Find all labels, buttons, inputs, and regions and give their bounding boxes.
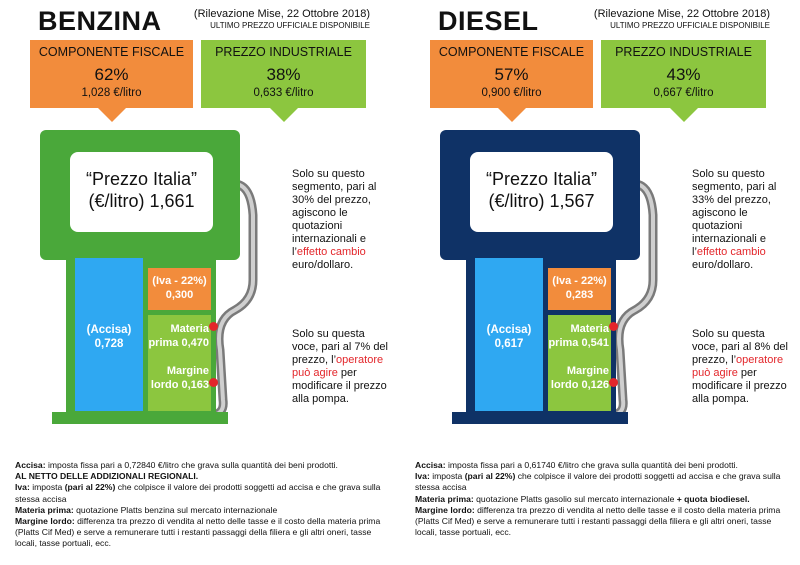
margine-lordo-segment: Margine lordo 0,126 [548, 364, 611, 392]
margine-label: Margine [166, 365, 209, 377]
pointer-dot [609, 378, 618, 387]
materia-label: Materia [170, 323, 209, 335]
materia-prima-segment: Materia prima 0,470 [148, 322, 211, 350]
fiscal-eur: 1,028 €/litro [81, 87, 142, 99]
iva-label: (Iva - 22%) [152, 275, 207, 287]
benzina-title: BENZINA [38, 6, 162, 36]
price-display-title: “Prezzo Italia” [485, 169, 598, 189]
accisa-segment: (Accisa) 0,728 [75, 258, 143, 411]
accisa-value: 0,617 [494, 338, 524, 350]
fiscal-pct: 62% [94, 65, 129, 84]
accisa-value: 0,728 [94, 338, 124, 350]
iva-segment: (Iva - 22%) 0,283 [548, 268, 611, 310]
accisa-label: (Accisa) [86, 324, 132, 336]
pump-base [52, 412, 228, 424]
price-display-value: (€/litro) 1,661 [88, 191, 195, 211]
fiscal-eur: 0,900 €/litro [481, 87, 542, 99]
industrial-label: PREZZO INDUSTRIALE [615, 45, 752, 59]
survey-note: ULTIMO PREZZO UFFICIALE DISPONIBILE [610, 21, 770, 30]
pointer-dot [209, 378, 218, 387]
international-note: Solo su questo segmento, pari al 33% del… [692, 168, 777, 271]
margine-lordo-segment: Margine lordo 0,163 [148, 364, 211, 392]
accisa-segment: (Accisa) 0,617 [475, 258, 543, 411]
margine-label: Margine [566, 365, 609, 377]
legend: Accisa: imposta fissa pari a 0,72840 €/l… [15, 460, 381, 549]
diesel-panel: DIESEL (Rilevazione Mise, 22 Ottobre 201… [400, 0, 800, 565]
industrial-label: PREZZO INDUSTRIALE [215, 45, 352, 59]
materia-value: prima 0,541 [548, 337, 609, 349]
industrial-pct: 38% [266, 65, 301, 84]
survey-date: (Rilevazione Mise, 22 Ottobre 2018) [193, 8, 370, 20]
diesel-title: DIESEL [438, 6, 539, 36]
fiscal-label: COMPONENTE FISCALE [38, 45, 185, 59]
industrial-price-box: PREZZO INDUSTRIALE 38% 0,633 €/litro [201, 40, 366, 122]
industrial-segment [148, 315, 211, 411]
industrial-segment [548, 315, 611, 411]
materia-label: Materia [570, 323, 609, 335]
fiscal-component-box: COMPONENTE FISCALE 57% 0,900 €/litro [430, 40, 593, 122]
fiscal-component-box: COMPONENTE FISCALE 62% 1,028 €/litro [30, 40, 193, 122]
fuel-hose-icon [605, 179, 658, 420]
industrial-eur: 0,633 €/litro [253, 87, 314, 99]
industrial-price-box: PREZZO INDUSTRIALE 43% 0,667 €/litro [601, 40, 766, 122]
pointer-dot [609, 322, 618, 331]
fiscal-pct: 57% [494, 65, 529, 84]
price-display: “Prezzo Italia” (€/litro) 1,661 [70, 152, 213, 232]
fiscal-label: COMPONENTE FISCALE [438, 45, 585, 59]
survey-note: ULTIMO PREZZO UFFICIALE DISPONIBILE [210, 21, 370, 30]
materia-value: prima 0,470 [148, 337, 209, 349]
pump-base [452, 412, 628, 424]
materia-prima-segment: Materia prima 0,541 [548, 322, 611, 350]
fuel-hose-icon [205, 179, 258, 420]
operator-note: Solo su questa voce, pari al 8% del prez… [692, 328, 788, 405]
industrial-pct: 43% [666, 65, 701, 84]
iva-value: 0,283 [565, 289, 594, 301]
price-display: “Prezzo Italia” (€/litro) 1,567 [470, 152, 613, 232]
price-display-value: (€/litro) 1,567 [488, 191, 595, 211]
international-note: Solo su questo segmento, pari al 30% del… [292, 168, 377, 271]
benzina-panel: BENZINA (Rilevazione Mise, 22 Ottobre 20… [15, 6, 388, 549]
survey-info: (Rilevazione Mise, 22 Ottobre 2018) ULTI… [594, 8, 770, 32]
iva-label: (Iva - 22%) [552, 275, 607, 287]
margine-value: lordo 0,163 [150, 379, 209, 391]
price-display-title: “Prezzo Italia” [85, 169, 198, 189]
iva-segment: (Iva - 22%) 0,300 [148, 268, 211, 310]
industrial-eur: 0,667 €/litro [653, 87, 714, 99]
accisa-label: (Accisa) [486, 324, 532, 336]
operator-note: Solo su questa voce, pari al 7% del prez… [292, 328, 388, 405]
iva-value: 0,300 [165, 289, 194, 301]
pointer-dot [209, 322, 218, 331]
survey-date: (Rilevazione Mise, 22 Ottobre 2018) [593, 8, 770, 20]
survey-info: (Rilevazione Mise, 22 Ottobre 2018) ULTI… [194, 8, 370, 32]
legend: Accisa: imposta fissa pari a 0,61740 €/l… [415, 460, 781, 538]
margine-value: lordo 0,126 [550, 379, 609, 391]
